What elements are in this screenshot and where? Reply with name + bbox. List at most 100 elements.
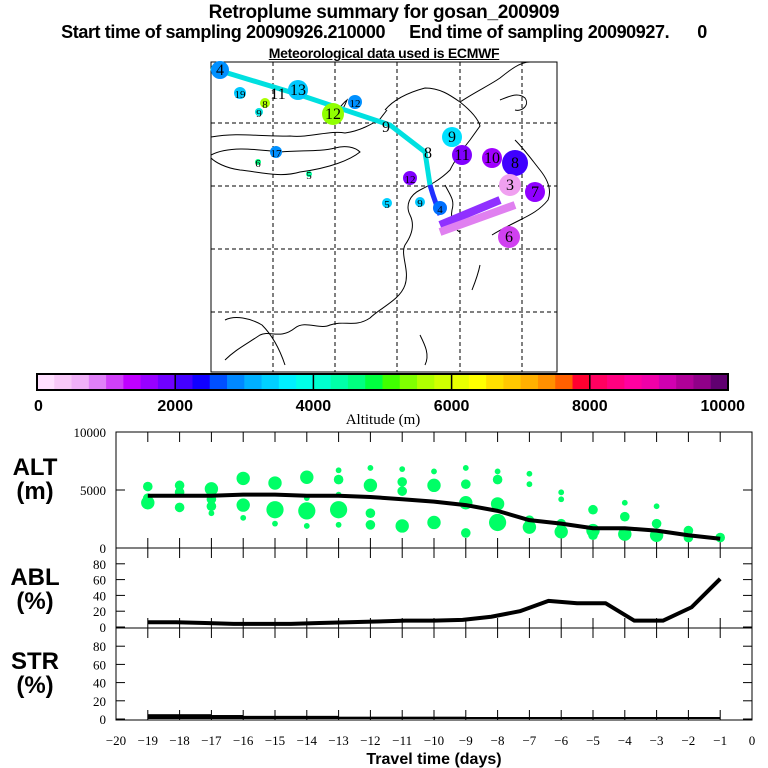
x-tick-label: 0 bbox=[749, 733, 756, 748]
colorbar-swatch bbox=[106, 374, 124, 390]
y-tick-label: 0 bbox=[100, 541, 107, 556]
plume-cluster-marker bbox=[255, 108, 263, 116]
x-tick-label: −11 bbox=[392, 733, 412, 748]
abl-panel-label: ABL (%) bbox=[8, 566, 62, 614]
colorbar-swatch bbox=[417, 374, 435, 390]
plume-cluster-label: 8 bbox=[262, 99, 268, 111]
x-axis-title: Travel time (days) bbox=[366, 751, 501, 768]
plume-cluster-marker bbox=[452, 145, 472, 165]
colorbar-swatch bbox=[123, 374, 142, 390]
colorbar-swatch bbox=[37, 374, 55, 390]
altitude-scatter-point bbox=[653, 503, 660, 510]
alt-label-line1: ALT bbox=[12, 454, 58, 481]
y-tick-label: 40 bbox=[93, 676, 106, 691]
plume-cluster-marker bbox=[288, 80, 308, 100]
colorbar-swatch bbox=[399, 374, 418, 390]
coastline bbox=[210, 109, 388, 138]
plume-cluster-label: 4 bbox=[216, 62, 224, 79]
str-step-bar bbox=[465, 717, 721, 719]
taiwan bbox=[471, 264, 481, 291]
plume-cluster-label: 12 bbox=[405, 174, 416, 186]
panel-frame bbox=[115, 547, 753, 629]
y-tick-label: 0 bbox=[100, 620, 107, 635]
plume-cluster-marker bbox=[403, 171, 417, 185]
altitude-scatter-point bbox=[621, 499, 628, 506]
altitude-scatter-point bbox=[620, 511, 630, 522]
colorbar-swatch bbox=[693, 374, 712, 390]
altitude-scatter-point bbox=[335, 467, 342, 474]
altitude-scatter-point bbox=[397, 477, 408, 487]
altitude-scatter-point bbox=[365, 508, 376, 518]
colorbar-swatch bbox=[278, 374, 297, 390]
colorbar-swatch bbox=[157, 374, 176, 390]
colorbar-swatch bbox=[330, 374, 349, 390]
altitude-scatter-point bbox=[330, 501, 348, 519]
colorbar-swatch bbox=[227, 374, 245, 390]
colorbar-swatch bbox=[434, 374, 453, 390]
altitude-scatter-point bbox=[143, 481, 153, 492]
plume-cluster-label: 5 bbox=[306, 170, 312, 182]
x-tick-label: −7 bbox=[522, 733, 536, 748]
plume-cluster-marker bbox=[270, 146, 282, 158]
altitude-scatter-point bbox=[141, 496, 155, 510]
x-tick-label: −20 bbox=[106, 733, 126, 748]
track-label: 9 bbox=[382, 119, 390, 136]
colorbar-swatch bbox=[589, 374, 608, 390]
plume-cluster-label: 8 bbox=[511, 155, 519, 172]
x-tick-label: −9 bbox=[459, 733, 473, 748]
chart-title: Retroplume summary for gosan_200909 bbox=[208, 2, 560, 23]
str-panel-label: STR (%) bbox=[8, 650, 62, 698]
str-step-bar bbox=[147, 714, 212, 719]
plume-cluster-label: 9 bbox=[256, 108, 262, 120]
plume-cluster-label: 11 bbox=[454, 147, 469, 164]
colorbar-swatch bbox=[365, 374, 383, 390]
plume-cluster-label: 3 bbox=[506, 177, 514, 194]
plume-cluster-label: 10 bbox=[484, 150, 500, 167]
y-tick-label: 60 bbox=[93, 573, 106, 588]
colorbar-swatch bbox=[261, 374, 280, 390]
indochina bbox=[224, 317, 286, 366]
x-tick-label: −6 bbox=[554, 733, 568, 748]
plume-cluster-marker bbox=[442, 127, 462, 147]
abl-label-line1: ABL bbox=[10, 564, 60, 591]
altitude-scatter-point bbox=[588, 504, 598, 515]
plume-cluster-label: 9 bbox=[417, 198, 423, 210]
x-tick-label: −5 bbox=[586, 733, 600, 748]
altitude-scatter-point bbox=[204, 482, 219, 496]
series-line-alt bbox=[147, 492, 721, 541]
plume-cluster-marker bbox=[502, 150, 528, 176]
altitude-scatter-point bbox=[174, 480, 185, 491]
colorbar-swatch bbox=[676, 374, 694, 390]
altitude-scatter-point bbox=[489, 513, 507, 532]
altitude-scatter-point bbox=[427, 478, 441, 493]
str-label-line2: (%) bbox=[16, 672, 54, 699]
altitude-scatter-point bbox=[266, 501, 284, 519]
colorbar-swatch bbox=[347, 374, 366, 390]
altitude-scatter-point bbox=[492, 474, 503, 485]
colorbar-tick-label: 8000 bbox=[572, 398, 608, 415]
colorbar-swatch bbox=[209, 374, 228, 390]
altitude-scatter-point bbox=[462, 465, 469, 471]
x-tick-label: −10 bbox=[424, 733, 444, 748]
colorbar-frame bbox=[36, 373, 729, 391]
colorbar-swatch bbox=[641, 374, 660, 390]
plume-cluster-label: 19 bbox=[235, 89, 247, 101]
colorbar-swatch bbox=[710, 374, 729, 390]
x-tick-label: −19 bbox=[138, 733, 158, 748]
china-coast bbox=[224, 87, 481, 361]
colorbar-title: Altitude (m) bbox=[346, 412, 421, 428]
x-tick-label: −1 bbox=[713, 733, 727, 748]
plume-cluster-label: 5 bbox=[384, 199, 390, 211]
plume-track-cyan bbox=[210, 65, 433, 186]
colorbar-swatch bbox=[555, 374, 574, 390]
met-data-text: Meteorological data used is ECMWF bbox=[268, 45, 500, 61]
colorbar-swatch bbox=[88, 374, 107, 390]
colorbar-swatch bbox=[244, 374, 263, 390]
plume-cluster-marker bbox=[498, 226, 520, 248]
y-tick-label: 80 bbox=[93, 557, 106, 572]
plume-cluster-label: 9 bbox=[448, 129, 456, 146]
plume-cluster-marker bbox=[382, 198, 392, 208]
plume-cluster-marker bbox=[482, 148, 502, 168]
russia-coast bbox=[459, 61, 531, 103]
